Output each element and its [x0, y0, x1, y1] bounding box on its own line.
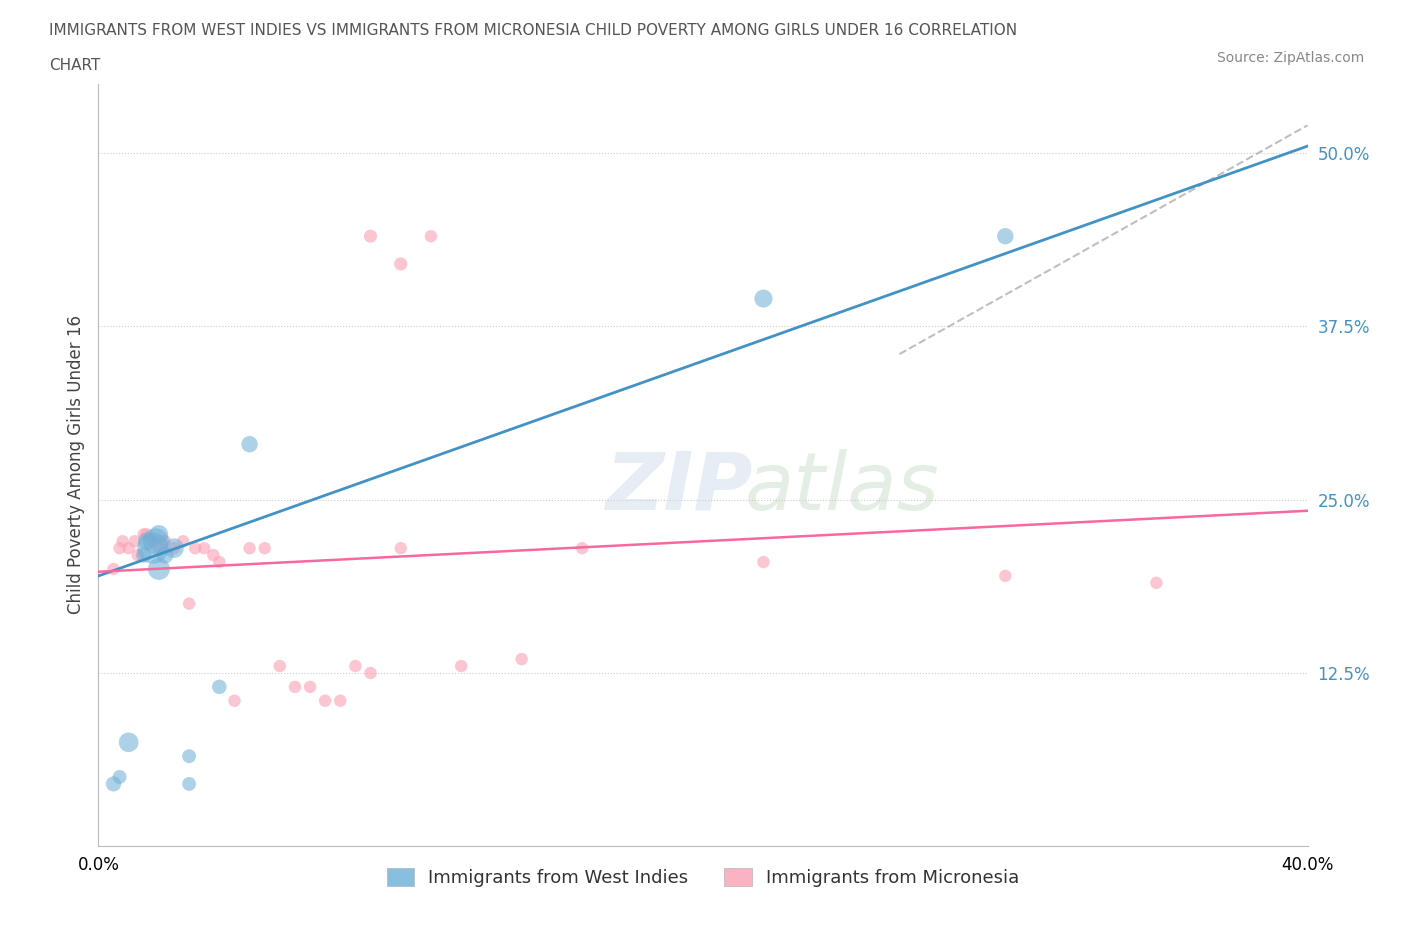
- Point: [135, 534, 157, 549]
- Point: [108, 769, 131, 784]
- Point: [284, 680, 307, 695]
- Point: [132, 527, 155, 542]
- Point: [127, 548, 149, 563]
- Point: [108, 540, 131, 555]
- Point: [118, 735, 141, 750]
- Point: [208, 680, 231, 695]
- Y-axis label: Child Poverty Among Girls Under 16: Child Poverty Among Girls Under 16: [66, 315, 84, 615]
- Point: [153, 548, 176, 563]
- Point: [148, 540, 170, 555]
- Text: IMMIGRANTS FROM WEST INDIES VS IMMIGRANTS FROM MICRONESIA CHILD POVERTY AMONG GI: IMMIGRANTS FROM WEST INDIES VS IMMIGRANT…: [49, 23, 1018, 38]
- Point: [142, 540, 165, 555]
- Point: [314, 693, 336, 708]
- Point: [103, 562, 125, 577]
- Point: [142, 534, 165, 549]
- Point: [510, 652, 533, 667]
- Text: ZIP: ZIP: [605, 449, 752, 527]
- Point: [179, 749, 201, 764]
- Point: [179, 596, 201, 611]
- Point: [148, 527, 170, 542]
- Legend: Immigrants from West Indies, Immigrants from Micronesia: Immigrants from West Indies, Immigrants …: [380, 860, 1026, 895]
- Point: [360, 229, 382, 244]
- Point: [153, 534, 176, 549]
- Point: [145, 534, 167, 549]
- Point: [124, 534, 146, 549]
- Point: [752, 554, 775, 569]
- Point: [571, 540, 593, 555]
- Point: [193, 540, 215, 555]
- Point: [994, 568, 1017, 583]
- Point: [172, 534, 194, 549]
- Point: [118, 540, 141, 555]
- Point: [752, 291, 775, 306]
- Point: [360, 666, 382, 681]
- Point: [239, 437, 262, 452]
- Point: [344, 658, 367, 673]
- Text: Source: ZipAtlas.com: Source: ZipAtlas.com: [1216, 51, 1364, 65]
- Point: [163, 540, 186, 555]
- Point: [103, 777, 125, 791]
- Point: [163, 540, 186, 555]
- Point: [135, 527, 157, 542]
- Point: [1144, 576, 1167, 591]
- Point: [329, 693, 352, 708]
- Point: [420, 229, 443, 244]
- Point: [253, 540, 276, 555]
- Point: [994, 229, 1017, 244]
- Point: [111, 534, 134, 549]
- Point: [132, 548, 155, 563]
- Point: [179, 777, 201, 791]
- Point: [202, 548, 225, 563]
- Point: [239, 540, 262, 555]
- Point: [224, 693, 246, 708]
- Point: [208, 554, 231, 569]
- Point: [184, 540, 207, 555]
- Text: atlas: atlas: [745, 449, 939, 527]
- Point: [299, 680, 322, 695]
- Point: [148, 562, 170, 577]
- Point: [389, 540, 412, 555]
- Point: [450, 658, 472, 673]
- Text: CHART: CHART: [49, 58, 101, 73]
- Point: [389, 257, 412, 272]
- Point: [269, 658, 291, 673]
